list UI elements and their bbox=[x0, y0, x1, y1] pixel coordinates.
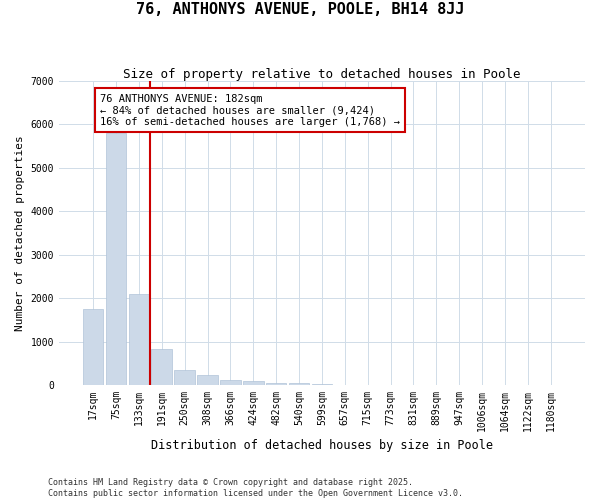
Bar bbox=[197, 375, 218, 385]
Title: Size of property relative to detached houses in Poole: Size of property relative to detached ho… bbox=[123, 68, 521, 80]
Text: 76 ANTHONYS AVENUE: 182sqm
← 84% of detached houses are smaller (9,424)
16% of s: 76 ANTHONYS AVENUE: 182sqm ← 84% of deta… bbox=[100, 94, 400, 127]
Bar bbox=[243, 382, 263, 385]
Bar bbox=[220, 380, 241, 385]
Bar bbox=[151, 350, 172, 385]
X-axis label: Distribution of detached houses by size in Poole: Distribution of detached houses by size … bbox=[151, 440, 493, 452]
Bar bbox=[106, 132, 127, 385]
Bar bbox=[289, 383, 310, 385]
Bar bbox=[175, 370, 195, 385]
Bar bbox=[311, 384, 332, 385]
Bar bbox=[266, 383, 286, 385]
Text: Contains HM Land Registry data © Crown copyright and database right 2025.
Contai: Contains HM Land Registry data © Crown c… bbox=[48, 478, 463, 498]
Y-axis label: Number of detached properties: Number of detached properties bbox=[15, 135, 25, 330]
Bar bbox=[128, 294, 149, 385]
Text: 76, ANTHONYS AVENUE, POOLE, BH14 8JJ: 76, ANTHONYS AVENUE, POOLE, BH14 8JJ bbox=[136, 2, 464, 18]
Bar bbox=[83, 309, 103, 385]
